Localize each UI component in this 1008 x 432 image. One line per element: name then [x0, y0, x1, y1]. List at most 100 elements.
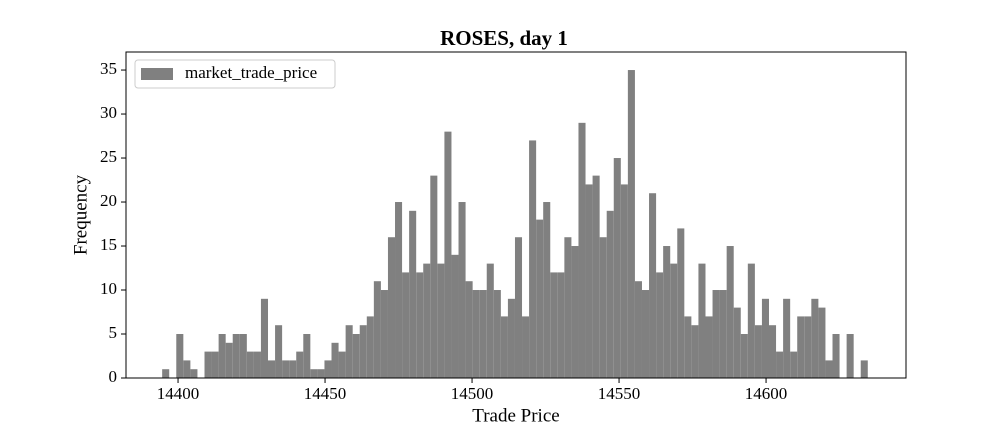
- bar: [811, 298, 819, 378]
- bar: [776, 351, 784, 378]
- bar: [331, 342, 339, 378]
- bar: [818, 307, 826, 378]
- bar: [373, 281, 381, 378]
- bar: [345, 325, 353, 378]
- bar: [677, 228, 685, 378]
- bar: [239, 334, 247, 378]
- bar: [564, 237, 572, 378]
- bar: [747, 263, 755, 378]
- bar: [444, 131, 452, 378]
- y-tick-label: 30: [100, 103, 117, 122]
- bar: [352, 334, 360, 378]
- x-tick-label: 14400: [157, 384, 200, 403]
- bar: [606, 210, 614, 378]
- x-axis-label: Trade Price: [472, 405, 559, 426]
- bar: [719, 290, 727, 378]
- bar: [317, 369, 325, 378]
- bar: [416, 272, 424, 378]
- bar: [507, 298, 515, 378]
- bar: [409, 210, 417, 378]
- y-tick-label: 35: [100, 59, 117, 78]
- bar: [761, 298, 769, 378]
- bar: [592, 175, 600, 378]
- bar: [620, 184, 628, 378]
- bar: [211, 351, 219, 378]
- bar: [260, 298, 269, 378]
- bar: [380, 290, 388, 378]
- y-axis-label: Frequency: [70, 174, 91, 255]
- bar: [599, 237, 607, 378]
- bar: [825, 360, 833, 378]
- plot-frame: [125, 51, 907, 379]
- bar: [232, 334, 240, 378]
- x-tick-label: 14500: [451, 384, 494, 403]
- bar: [359, 325, 367, 378]
- bar: [324, 360, 332, 378]
- bar: [860, 360, 868, 378]
- bar: [557, 272, 565, 378]
- bar: [578, 122, 586, 379]
- bar: [282, 360, 290, 378]
- bar: [514, 237, 523, 378]
- bar: [846, 334, 854, 378]
- bar: [366, 316, 374, 378]
- bar: [451, 254, 459, 378]
- y-tick-label: 20: [100, 191, 117, 210]
- bar: [543, 202, 551, 378]
- x-tick-label: 14550: [598, 384, 641, 403]
- bar: [493, 290, 501, 378]
- bar: [486, 263, 494, 378]
- legend-label: market_trade_price: [185, 63, 317, 82]
- bar: [641, 290, 650, 378]
- bar: [246, 351, 254, 378]
- bar: [656, 272, 664, 378]
- bar: [303, 334, 311, 378]
- bar: [176, 334, 184, 378]
- bar: [684, 316, 692, 378]
- bar: [571, 246, 579, 378]
- bar: [585, 184, 593, 378]
- bar: [437, 263, 445, 378]
- bar: [804, 316, 812, 378]
- bar: [627, 70, 635, 379]
- y-tick-label: 10: [100, 279, 117, 298]
- bar: [395, 202, 403, 378]
- y-tick-label: 15: [100, 235, 117, 254]
- legend-swatch: [141, 68, 173, 80]
- bar: [705, 316, 713, 378]
- bar: [253, 351, 261, 378]
- bar: [472, 290, 480, 378]
- bar: [613, 158, 621, 378]
- bar: [430, 175, 438, 378]
- bar: [754, 325, 762, 378]
- bar: [289, 360, 297, 378]
- chart-title: ROSES, day 1: [440, 26, 568, 50]
- bar: [529, 140, 537, 378]
- bar: [183, 360, 191, 378]
- bar: [698, 263, 706, 378]
- bar: [768, 325, 777, 378]
- y-tick-label: 0: [109, 367, 118, 386]
- legend-box: [134, 59, 336, 89]
- bar: [500, 316, 508, 378]
- bar: [218, 334, 226, 378]
- bar: [536, 219, 544, 378]
- bar: [712, 290, 720, 378]
- bar: [634, 281, 642, 378]
- bar: [522, 316, 530, 378]
- bar: [268, 360, 276, 378]
- bar: [204, 351, 212, 378]
- bar: [649, 193, 657, 378]
- bar: [465, 281, 473, 378]
- bar: [458, 202, 466, 378]
- bar: [733, 307, 741, 378]
- y-tick-label: 25: [100, 147, 117, 166]
- bar: [783, 298, 791, 378]
- bar: [790, 351, 798, 378]
- bar: [296, 351, 304, 378]
- x-tick-label: 14450: [304, 384, 347, 403]
- bar: [797, 316, 805, 378]
- bar: [663, 246, 671, 378]
- bar: [691, 325, 699, 378]
- bar: [162, 369, 170, 378]
